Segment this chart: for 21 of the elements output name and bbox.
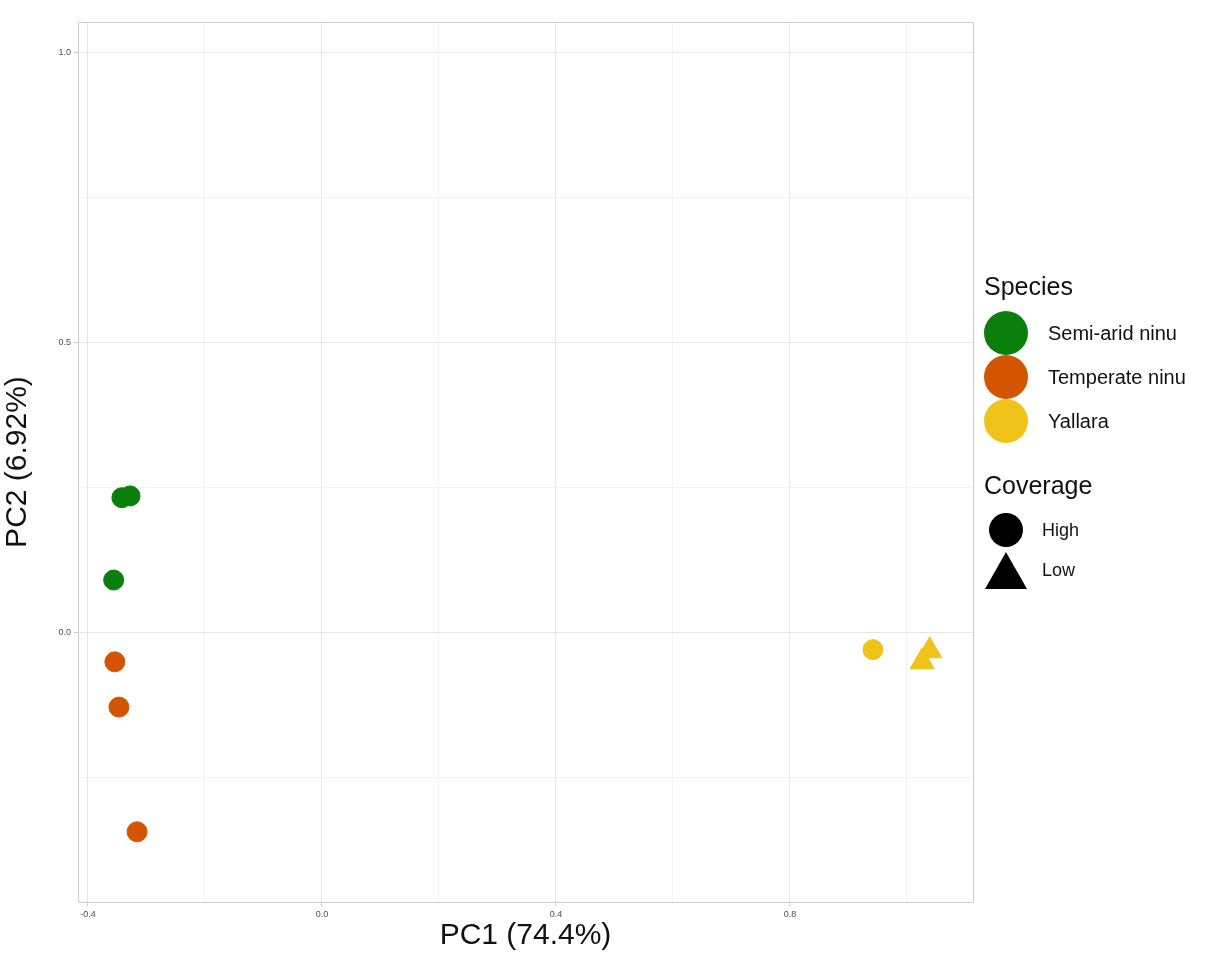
text: Coverage [984, 471, 1094, 500]
text: Low [1042, 559, 1076, 581]
point [862, 639, 884, 661]
x-axis-title: PC1 (74.4%) [439, 917, 612, 951]
x-tick-label: -0.4 [80, 908, 96, 919]
x-tick-label: 0.8 [783, 908, 797, 919]
legend-label: Temperate ninu [1048, 365, 1186, 389]
point [103, 569, 125, 591]
point [104, 651, 126, 673]
x-tick-label: 0.0 [315, 908, 329, 919]
y-tick-label: 0.0 [58, 627, 71, 638]
legend-label: Semi-arid ninu [1048, 321, 1177, 345]
y-axis-title: PC2 (6.92%) [0, 376, 33, 548]
x-tick-label: 0.4 [549, 908, 563, 919]
text: High [1042, 519, 1080, 541]
legend-title: Species [984, 272, 1074, 301]
y-tick-label: 1.0 [58, 47, 71, 58]
legend-label: Yallara [1048, 409, 1109, 433]
point [108, 696, 130, 718]
y-tick-label: 0.5 [58, 337, 71, 348]
point [126, 821, 148, 843]
